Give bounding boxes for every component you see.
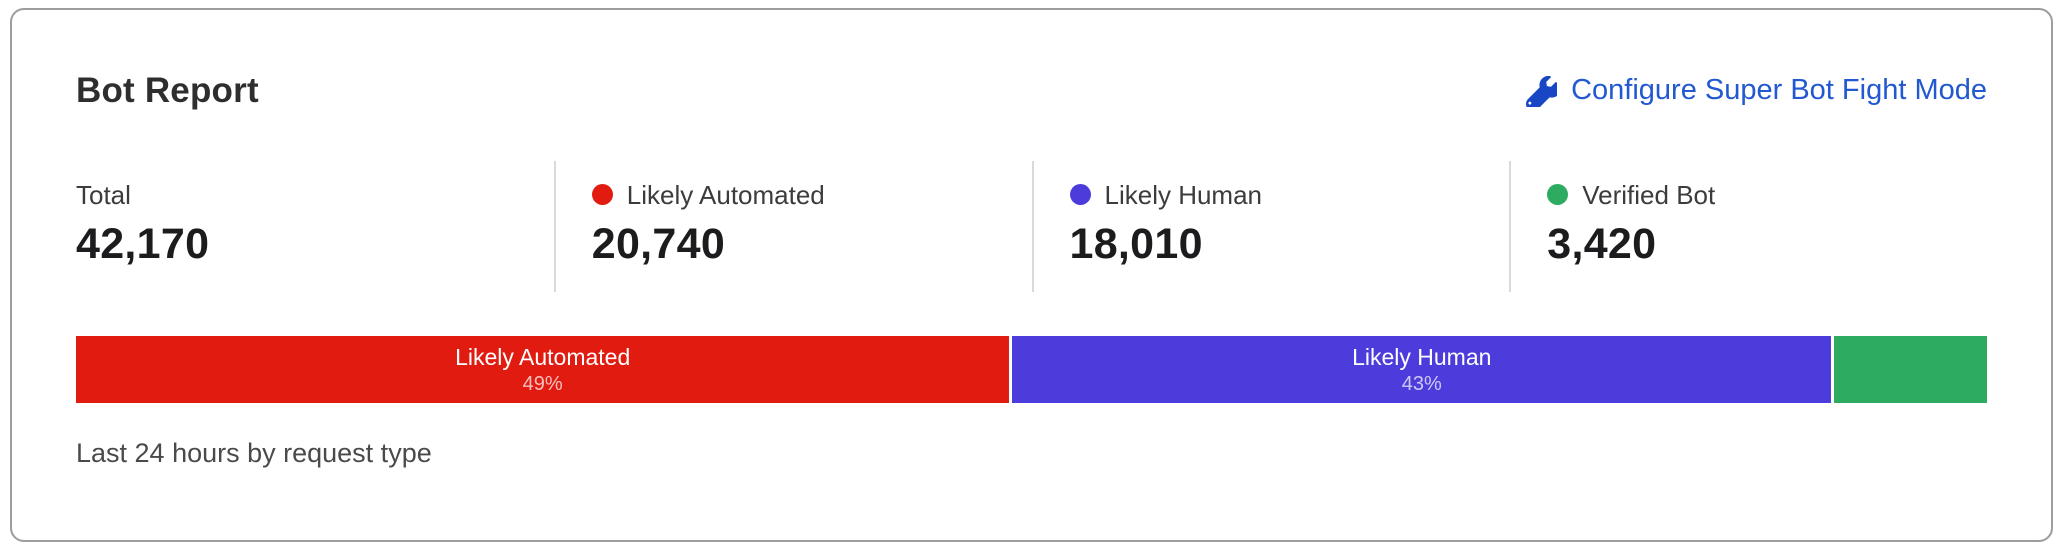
stat-likely-automated-label: Likely Automated — [626, 179, 825, 210]
card-header: Bot Report Configure Super Bot Fight Mod… — [76, 71, 1987, 111]
wrench-icon — [1526, 75, 1558, 107]
bar-segment-likely-automated-label: Likely Automated — [455, 344, 631, 371]
stat-verified-bot: Verified Bot 3,420 — [1509, 160, 1987, 293]
stats-row: Total 42,170 Likely Automated 20,740 Lik… — [76, 160, 1987, 293]
page-title: Bot Report — [76, 71, 259, 110]
stat-total: Total 42,170 — [76, 161, 554, 293]
bar-segment-likely-human: Likely Human 43% — [1012, 336, 1835, 404]
stacked-bar-chart: Likely Automated 49% Likely Human 43% — [76, 336, 1987, 404]
stat-total-value: 42,170 — [76, 220, 210, 269]
stat-total-label: Total — [76, 179, 131, 210]
stat-likely-human-value: 18,010 — [1069, 220, 1203, 269]
configure-link-label: Configure Super Bot Fight Mode — [1571, 74, 1987, 107]
bar-segment-likely-human-percent: 43% — [1401, 372, 1442, 395]
bar-segment-verified-bot — [1834, 336, 1987, 404]
likely-automated-dot-icon — [591, 184, 613, 206]
chart-caption: Last 24 hours by request type — [76, 438, 432, 469]
bar-segment-likely-human-label: Likely Human — [1352, 344, 1492, 371]
stat-verified-bot-label: Verified Bot — [1582, 179, 1716, 210]
bar-segment-likely-automated: Likely Automated 49% — [76, 336, 1013, 404]
stat-likely-automated: Likely Automated 20,740 — [553, 160, 1032, 293]
bot-report-card: Bot Report Configure Super Bot Fight Mod… — [10, 8, 2053, 542]
stat-likely-human: Likely Human 18,010 — [1031, 160, 1510, 293]
verified-bot-dot-icon — [1547, 184, 1569, 206]
stat-likely-automated-value: 20,740 — [591, 220, 726, 269]
likely-human-dot-icon — [1069, 184, 1091, 206]
stat-verified-bot-value: 3,420 — [1547, 220, 1657, 269]
configure-super-bot-fight-mode-link[interactable]: Configure Super Bot Fight Mode — [1526, 74, 1987, 107]
bar-segment-likely-automated-percent: 49% — [522, 372, 563, 395]
stat-likely-human-label: Likely Human — [1104, 179, 1263, 210]
